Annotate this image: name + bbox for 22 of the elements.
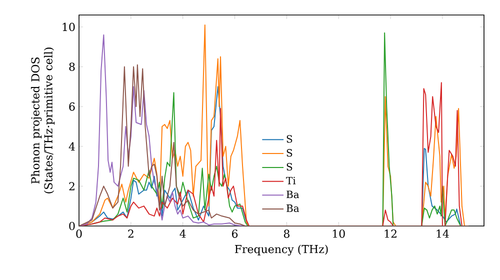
y-tick-label: 4 (68, 142, 75, 150)
x-tick-label: 8 (284, 230, 290, 238)
legend-label: S (286, 162, 292, 171)
y-tick-label: 2 (69, 182, 74, 190)
legend-label: Ba (286, 190, 300, 198)
legend-label: Ba (286, 204, 300, 212)
y-axis-title: Phonon projected DOS (States/THz·primitive cell) (30, 48, 55, 194)
x-tick-label: 12 (384, 230, 396, 238)
y-tick-label: 0 (69, 222, 75, 230)
x-tick-label: 4 (180, 230, 186, 238)
legend-label: S (286, 149, 292, 157)
x-tick-label: 14 (436, 230, 449, 238)
x-tick-label: 10 (332, 230, 345, 238)
legend-label: S (286, 135, 292, 143)
x-axis-title: Frequency (THz) (234, 244, 328, 256)
y-tick-label: 6 (69, 102, 75, 111)
x-tick-label: 2 (128, 230, 134, 238)
y-tick-label: 8 (69, 62, 75, 71)
legend-label: Ti (286, 176, 296, 184)
x-tick-label: 0 (76, 230, 82, 238)
y-tick-label: 10 (62, 22, 75, 32)
x-tick-label: 6 (232, 230, 238, 238)
